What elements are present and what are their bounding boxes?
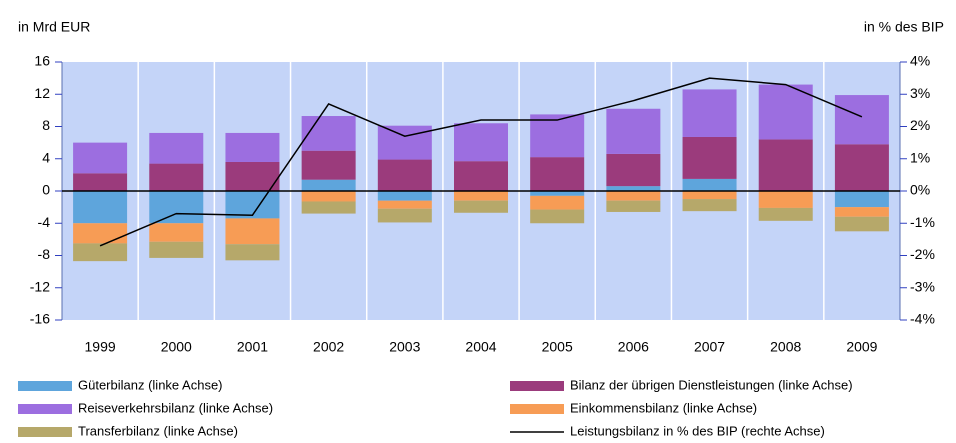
bar-segment [301,179,356,191]
x-tick-label: 2006 [618,339,649,355]
bar-segment [530,195,585,210]
y2-tick-label: 4% [910,53,930,69]
x-tick-label: 1999 [85,339,116,355]
bar-segment [834,191,889,208]
x-tick-label: 2009 [846,339,877,355]
y-axis-label: in Mrd EUR [18,19,90,35]
y-tick-label: -4 [38,214,51,230]
bar-segment [73,191,128,224]
bar-segment [73,173,128,191]
bar-segment [377,125,432,160]
bar-segment [682,136,737,179]
bar-segment [682,191,737,200]
y-tick-label: 8 [42,117,50,133]
x-tick-label: 2008 [770,339,801,355]
bar-segment [834,216,889,232]
y-tick-label: 4 [42,149,50,165]
bar-segment [225,161,280,191]
y2-tick-label: 3% [910,85,930,101]
x-tick-label: 2002 [313,339,344,355]
legend-swatch [510,381,564,391]
bar-segment [606,108,661,154]
x-tick-label: 2000 [161,339,192,355]
y2-axis-label: in % des BIP [864,19,944,35]
bar-segment [834,207,889,217]
bar-segment [225,132,280,162]
y-tick-label: -8 [38,246,51,262]
bar-segment [454,200,508,213]
x-tick-label: 2004 [465,339,496,355]
bar-segment [73,243,128,262]
bar-segment [606,191,661,201]
legend-label: Güterbilanz (linke Achse) [78,377,223,392]
y2-tick-label: 1% [910,149,930,165]
bar-segment [834,95,889,145]
bar-segment [225,218,280,245]
bar-segment [606,153,661,187]
bar-segment [758,191,813,208]
legend-label: Leistungsbilanz in % des BIP (rechte Ach… [570,423,825,438]
legend-swatch [18,381,72,391]
y-tick-label: -16 [30,311,50,327]
line-series [99,77,863,247]
y2-tick-label: -1% [910,214,935,230]
y2-tick-label: 2% [910,117,930,133]
legend-label: Reiseverkehrsbilanz (linke Achse) [78,400,273,415]
legend-swatch [18,404,72,414]
y2-tick-label: -2% [910,246,935,262]
bar-segment [834,144,889,191]
bar-segment [225,191,280,219]
bar-segment [377,200,432,209]
bar-segment [73,223,128,244]
y2-tick-label: -3% [910,278,935,294]
y-tick-label: 0 [42,182,50,198]
x-tick-label: 2003 [389,339,420,355]
bar-segment [606,186,661,191]
x-tick-label: 2001 [237,339,268,355]
y-tick-label: 12 [34,85,50,101]
bar-segment [225,244,280,261]
bar-segment [301,150,356,180]
bar-segment [149,191,204,224]
bar-segment [377,159,432,191]
bar-segment [149,223,204,242]
bar-segment [377,191,432,201]
bar-segment [454,191,508,201]
bar-segment [530,191,585,196]
bar-segment [149,132,204,164]
bar-segment [454,123,508,162]
bar-segment [454,161,508,191]
legend-swatch [18,427,72,437]
x-tick-label: 2005 [542,339,573,355]
bar-segment [758,207,813,221]
y-tick-label: -12 [30,278,50,294]
bar-segment [301,116,356,151]
bar-segment [149,163,204,191]
bar-segment [682,178,737,191]
legend-label: Bilanz der übrigen Dienstleistungen (lin… [570,377,853,392]
bar-segment [530,157,585,191]
bar-segment [73,142,128,174]
y2-tick-label: 0% [910,182,930,198]
bar-segment [682,199,737,212]
x-tick-label: 2007 [694,339,725,355]
y2-tick-label: -4% [910,311,935,327]
y-tick-label: 16 [34,53,50,69]
bar-segment [149,241,204,258]
bar-segment [530,209,585,224]
bar-segment [301,191,356,202]
bar-segment [301,201,356,214]
legend-label: Transferbilanz (linke Achse) [78,423,238,438]
legend-label: Einkommensbilanz (linke Achse) [570,400,757,415]
bar-segment [606,200,661,212]
bar-segment [682,89,737,137]
bar-segment [758,139,813,191]
bar-segment [758,84,813,140]
bar-segment [530,114,585,158]
bar-segment [377,208,432,223]
legend-swatch [510,404,564,414]
